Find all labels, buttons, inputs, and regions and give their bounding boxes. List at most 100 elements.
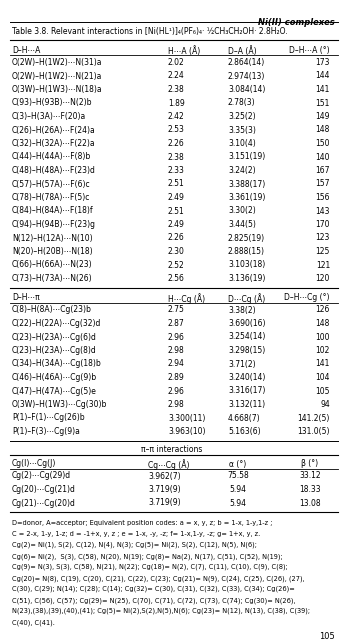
Text: Cg(20)= N(8), C(19), C(20), C(21), C(22), C(23); Cg(21)= N(9), C(24), C(25), C(2: Cg(20)= N(8), C(19), C(20), C(21), C(22)…	[12, 575, 305, 582]
Text: 141: 141	[316, 360, 330, 369]
Text: C(57)–H(57A)⋯F(6)c: C(57)–H(57A)⋯F(6)c	[12, 179, 91, 189]
Text: D⋯Cg (Å): D⋯Cg (Å)	[228, 294, 265, 305]
Text: 75.58: 75.58	[227, 472, 249, 481]
Text: 167: 167	[315, 166, 330, 175]
Text: 2.87: 2.87	[168, 319, 185, 328]
Text: 3.35(3): 3.35(3)	[228, 125, 256, 134]
Text: Cg(I)⋯Cg(J): Cg(I)⋯Cg(J)	[12, 460, 56, 468]
Text: 3.132(11): 3.132(11)	[228, 400, 265, 409]
Text: 131.0(5): 131.0(5)	[297, 427, 330, 436]
Text: 151: 151	[316, 99, 330, 108]
Text: O(3W)–H(1W3)⋯Cg(30)b: O(3W)–H(1W3)⋯Cg(30)b	[12, 400, 107, 409]
Text: 3.24(2): 3.24(2)	[228, 166, 256, 175]
Text: 2.52: 2.52	[168, 260, 185, 269]
Text: 150: 150	[315, 139, 330, 148]
Text: Cg(9)= N(3), S(3), C(58), N(21), N(22); Cg(18)= N(2), C(7), C(11), C(10), C(9), : Cg(9)= N(3), S(3), C(58), N(21), N(22); …	[12, 564, 288, 570]
Text: 2.42: 2.42	[168, 112, 185, 121]
Text: C = 2-x, 1-y, 1-z; d = -1+x, y, z ; e = 1-x, -y, -z; f= 1-x,1-y, -z; g= 1+x, y, : C = 2-x, 1-y, 1-z; d = -1+x, y, z ; e = …	[12, 531, 260, 537]
Text: 3.240(14): 3.240(14)	[228, 373, 265, 382]
Text: Cg⋯Cg (Å): Cg⋯Cg (Å)	[148, 460, 189, 470]
Text: 18.33: 18.33	[299, 485, 321, 494]
Text: C(47)–H(47A)⋯Cg(5)e: C(47)–H(47A)⋯Cg(5)e	[12, 387, 97, 396]
Text: π–π interactions: π–π interactions	[141, 445, 203, 454]
Text: 3.388(17): 3.388(17)	[228, 179, 265, 189]
Text: C(44)–H(44A)⋯F(8)b: C(44)–H(44A)⋯F(8)b	[12, 152, 91, 161]
Text: C(78)–H(78A)⋯F(5)c: C(78)–H(78A)⋯F(5)c	[12, 193, 90, 202]
Text: 3.71(2): 3.71(2)	[228, 360, 256, 369]
Text: 2.30: 2.30	[168, 247, 185, 256]
Text: 2.24: 2.24	[168, 72, 185, 81]
Text: 3.690(16): 3.690(16)	[228, 319, 266, 328]
Text: 149: 149	[315, 112, 330, 121]
Text: 2.56: 2.56	[168, 274, 185, 283]
Text: C(73)–H(73A)⋯N(26): C(73)–H(73A)⋯N(26)	[12, 274, 92, 283]
Text: 148: 148	[316, 319, 330, 328]
Text: D–H⋯Cg (°): D–H⋯Cg (°)	[285, 294, 330, 303]
Text: 100: 100	[315, 333, 330, 342]
Text: 141.2(5): 141.2(5)	[298, 413, 330, 422]
Text: 2.96: 2.96	[168, 387, 185, 396]
Text: C(66)–H(66A)⋯N(23): C(66)–H(66A)⋯N(23)	[12, 260, 92, 269]
Text: 3.298(15): 3.298(15)	[228, 346, 265, 355]
Text: C(84)–H(84A)⋯F(18)f: C(84)–H(84A)⋯F(18)f	[12, 207, 93, 216]
Text: 2.38: 2.38	[168, 85, 185, 94]
Text: 2.49: 2.49	[168, 220, 185, 229]
Text: 120: 120	[316, 274, 330, 283]
Text: C(51), C(56), C(57); Cg(29)= N(25), C(70), C(71), C(72), C(73), C(74); Cg(30)= N: C(51), C(56), C(57); Cg(29)= N(25), C(70…	[12, 597, 296, 604]
Text: 2.98: 2.98	[168, 346, 185, 355]
Text: 2.38: 2.38	[168, 152, 185, 161]
Text: H⋯Cg (Å): H⋯Cg (Å)	[168, 294, 205, 305]
Text: 33.12: 33.12	[299, 472, 321, 481]
Text: Table 3.8. Relevant interactions in [Ni(HL¹)]₄(PF₆)₄· ½CH₃CH₂OH· 2.8H₂O.: Table 3.8. Relevant interactions in [Ni(…	[12, 27, 288, 36]
Text: C(8)–H(8A)⋯Cg(23)b: C(8)–H(8A)⋯Cg(23)b	[12, 305, 92, 314]
Text: 2.26: 2.26	[168, 234, 185, 243]
Text: 3.25(2): 3.25(2)	[228, 112, 256, 121]
Text: 2.888(15): 2.888(15)	[228, 247, 265, 256]
Text: Cg(2)⋯Cg(29)d: Cg(2)⋯Cg(29)d	[12, 472, 71, 481]
Text: 5.163(6): 5.163(6)	[228, 427, 260, 436]
Text: 141: 141	[316, 85, 330, 94]
Text: 2.78(3): 2.78(3)	[228, 99, 256, 108]
Text: 3.151(19): 3.151(19)	[228, 152, 265, 161]
Text: 2.94: 2.94	[168, 360, 185, 369]
Text: D–A (Å): D–A (Å)	[228, 46, 257, 56]
Text: 13.08: 13.08	[299, 499, 321, 508]
Text: 156: 156	[315, 193, 330, 202]
Text: Cg(2)= Ni(1), S(2), C(12), N(4), N(3); Cg(5)= Ni(2), S(2), C(12), N(5), N(6);: Cg(2)= Ni(1), S(2), C(12), N(4), N(3); C…	[12, 542, 257, 548]
Text: 5.94: 5.94	[229, 485, 246, 494]
Text: 2.33: 2.33	[168, 166, 185, 175]
Text: 2.02: 2.02	[168, 58, 185, 67]
Text: 126: 126	[316, 305, 330, 314]
Text: 2.98: 2.98	[168, 400, 185, 409]
Text: 125: 125	[316, 247, 330, 256]
Text: C(93)–H(93B)⋯N(2)b: C(93)–H(93B)⋯N(2)b	[12, 99, 92, 108]
Text: 3.44(5): 3.44(5)	[228, 220, 256, 229]
Text: 5.94: 5.94	[229, 499, 246, 508]
Text: 1.89: 1.89	[168, 99, 185, 108]
Text: α (°): α (°)	[229, 460, 247, 468]
Text: 3.10(4): 3.10(4)	[228, 139, 256, 148]
Text: β (°): β (°)	[302, 460, 318, 468]
Text: C(48)–H(48A)⋯F(23)d: C(48)–H(48A)⋯F(23)d	[12, 166, 96, 175]
Text: 94: 94	[320, 400, 330, 409]
Text: O(2W)–H(1W2)⋯N(21)a: O(2W)–H(1W2)⋯N(21)a	[12, 72, 102, 81]
Text: 3.962(7): 3.962(7)	[148, 472, 181, 481]
Text: C(46)–H(46A)⋯Cg(9)b: C(46)–H(46A)⋯Cg(9)b	[12, 373, 97, 382]
Text: 3.136(19): 3.136(19)	[228, 274, 265, 283]
Text: 3.316(17): 3.316(17)	[228, 387, 265, 396]
Text: N(20)–H(20B)⋯N(18): N(20)–H(20B)⋯N(18)	[12, 247, 92, 256]
Text: P(1)–F(1)⋯Cg(26)b: P(1)–F(1)⋯Cg(26)b	[12, 413, 85, 422]
Text: 123: 123	[316, 234, 330, 243]
Text: 2.51: 2.51	[168, 179, 185, 189]
Text: 105: 105	[315, 387, 330, 396]
Text: 2.89: 2.89	[168, 373, 185, 382]
Text: 3.963(10): 3.963(10)	[168, 427, 206, 436]
Text: D–H⋯π: D–H⋯π	[12, 294, 40, 303]
Text: N(23),(38),(39),(40),(41); Cg(5)= Ni(2),S(2),N(5),N(6); Cg(23)= N(12), N(13), C(: N(23),(38),(39),(40),(41); Cg(5)= Ni(2),…	[12, 608, 310, 614]
Text: O(2W)–H(1W2)⋯N(31)a: O(2W)–H(1W2)⋯N(31)a	[12, 58, 102, 67]
Text: 121: 121	[316, 260, 330, 269]
Text: 3.103(18): 3.103(18)	[228, 260, 265, 269]
Text: 2.974(13): 2.974(13)	[228, 72, 265, 81]
Text: D–H⋯A (°): D–H⋯A (°)	[289, 46, 330, 55]
Text: 102: 102	[316, 346, 330, 355]
